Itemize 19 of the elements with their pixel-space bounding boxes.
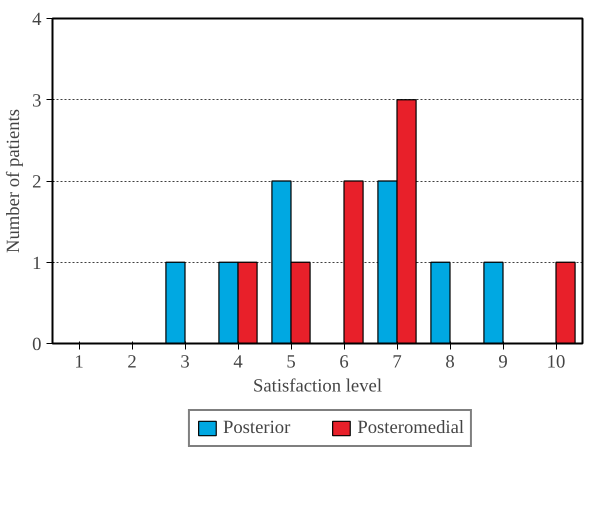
y-tick-label: 4	[32, 9, 42, 30]
y-tick-label: 2	[32, 172, 42, 192]
y-axis-title: Number of patients	[3, 108, 24, 254]
x-tick-label: 4	[233, 352, 244, 372]
x-tick-label: 10	[546, 352, 566, 372]
y-tick-label: 3	[32, 90, 42, 112]
x-tick-label: 5	[286, 352, 296, 372]
x-axis-title: Satisfaction level	[253, 376, 382, 396]
legend-label: Posterior	[222, 417, 290, 439]
x-tick-label: 7	[392, 352, 402, 372]
y-tick-label: 0	[32, 334, 42, 355]
x-tick-label: 8	[445, 352, 455, 372]
legend-label: Posteromedial	[357, 417, 464, 439]
x-tick-label: 9	[498, 352, 508, 372]
x-tick-label: 6	[339, 352, 349, 372]
x-tick-label: 2	[127, 352, 137, 372]
x-tick-label: 3	[180, 352, 190, 372]
y-tick-label: 1	[32, 252, 42, 274]
x-tick-label: 1	[74, 352, 84, 372]
